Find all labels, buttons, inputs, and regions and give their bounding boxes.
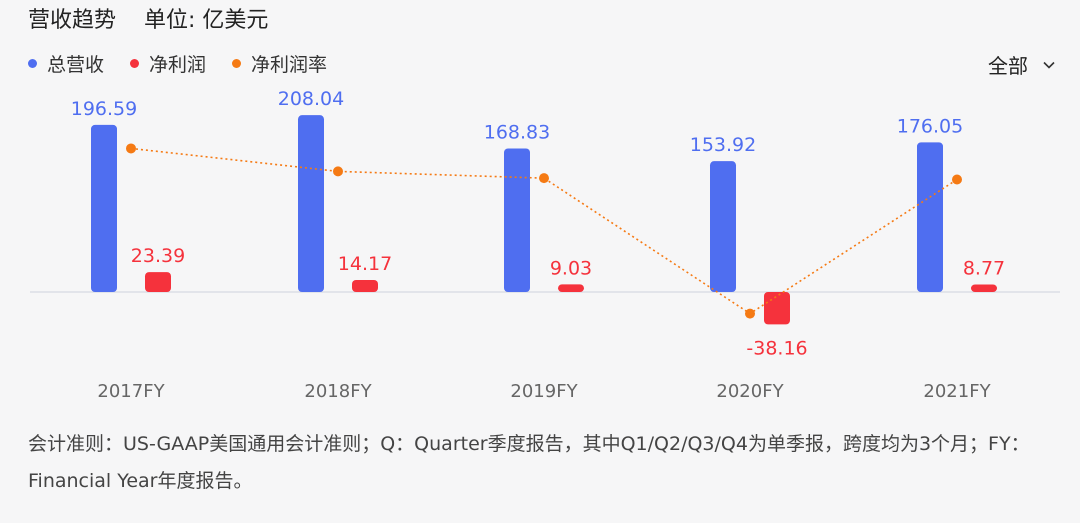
legend-dot-revenue [28, 59, 37, 68]
revenue-label: 176.05 [897, 115, 963, 137]
revenue-label: 168.83 [484, 121, 550, 143]
x-tick-label: 2020FY [716, 381, 784, 402]
x-tick-label: 2018FY [304, 381, 372, 402]
chart-title-text: 营收趋势 [28, 8, 117, 33]
net-profit-label: 23.39 [131, 245, 185, 267]
revenue-bar [710, 161, 736, 292]
net-profit-label: 9.03 [550, 257, 592, 279]
revenue-bar [917, 142, 943, 292]
net-margin-point [333, 166, 343, 177]
scope-dropdown[interactable]: 全部 [988, 50, 1056, 79]
x-tick-label: 2019FY [510, 381, 578, 402]
revenue-label: 208.04 [278, 88, 344, 110]
footnote: 会计准则：US-GAAP美国通用会计准则；Q：Quarter季度报告，其中Q1/… [28, 433, 1030, 492]
net-margin-point [126, 143, 136, 154]
legend-item-revenue[interactable]: 总营收 [28, 50, 104, 77]
chart-unit: 单位: 亿美元 [144, 8, 269, 33]
scope-label: 全部 [988, 54, 1028, 78]
net-margin-point [539, 173, 549, 184]
revenue-bar [298, 115, 324, 292]
chevron-down-icon [1043, 61, 1055, 69]
revenue-label: 153.92 [690, 134, 756, 156]
net-profit-bar [971, 284, 997, 292]
legend-label-revenue: 总营收 [47, 54, 105, 76]
legend-dot-net-profit [130, 59, 140, 68]
x-tick-label: 2021FY [923, 381, 991, 402]
revenue-bar [91, 124, 117, 292]
legend-dot-net-margin [232, 59, 242, 68]
revenue-label: 196.59 [71, 98, 137, 120]
net-profit-label: 8.77 [963, 258, 1005, 280]
net-margin-point [952, 174, 962, 185]
net-profit-bar [145, 272, 171, 292]
net-margin-point [745, 308, 755, 319]
legend-label-net-margin: 净利润率 [251, 54, 328, 76]
net-profit-bar [352, 279, 378, 292]
chart-title: 营收趋势 单位: 亿美元 [28, 2, 268, 34]
x-tick-label: 2017FY [97, 381, 165, 402]
legend: 总营收 净利润 净利润率 [28, 50, 327, 77]
net-profit-bar [558, 284, 584, 292]
net-profit-label: 14.17 [338, 253, 392, 275]
legend-label-net-profit: 净利润 [149, 54, 207, 76]
chart-canvas: 196.59 23.39 2017FY 208.04 14.17 2018FY 168.83… [30, 88, 1060, 402]
net-profit-label: -38.16 [746, 337, 807, 359]
net-profit-bar [764, 292, 790, 325]
legend-item-net-margin[interactable]: 净利润率 [232, 50, 327, 77]
revenue-bar [504, 148, 530, 292]
legend-item-net-profit[interactable]: 净利润 [130, 50, 206, 77]
